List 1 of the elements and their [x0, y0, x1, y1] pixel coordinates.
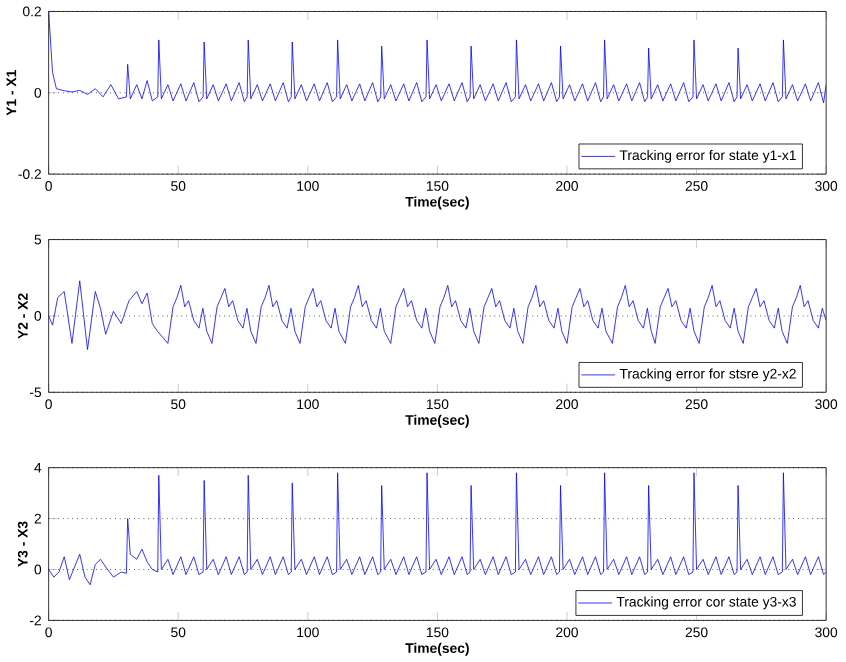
line-series: [48, 280, 827, 350]
